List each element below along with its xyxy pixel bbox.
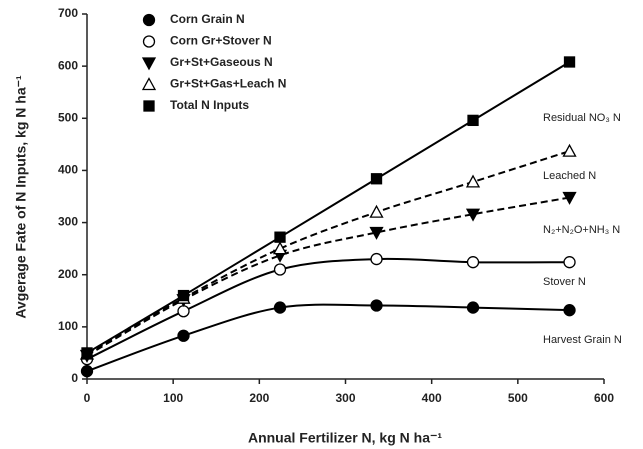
x-tick-label: 100	[163, 391, 183, 405]
data-point	[274, 231, 286, 243]
data-point	[562, 191, 577, 205]
y-tick-label: 400	[58, 163, 78, 177]
x-tick-label: 200	[249, 391, 269, 405]
data-point	[369, 204, 384, 218]
y-axis-label: Avgerage Fate of N Inputs, kg N ha⁻¹	[13, 75, 29, 319]
data-point	[467, 114, 479, 127]
y-tick-label: 500	[58, 110, 78, 124]
annotation: Stover N	[543, 276, 586, 288]
x-tick-label: 400	[422, 391, 442, 405]
data-point	[177, 289, 190, 302]
data-point	[563, 304, 576, 317]
x-tick-label: 500	[508, 391, 528, 405]
series-line	[86, 257, 570, 361]
annotation: Leached N	[543, 170, 596, 182]
data-point	[177, 329, 190, 342]
data-point	[273, 301, 287, 314]
x-tick-label: 0	[84, 391, 91, 405]
data-point	[563, 56, 576, 68]
data-point	[81, 347, 93, 359]
legend-marker	[142, 35, 156, 48]
data-point	[465, 174, 481, 188]
data-point	[177, 305, 190, 318]
data-point	[272, 241, 288, 255]
y-tick-label: 0	[71, 371, 78, 385]
y-tick-label: 200	[58, 267, 78, 281]
data-point	[466, 256, 480, 269]
y-tick-label: 700	[58, 6, 78, 20]
annotation: Harvest Grain N	[543, 334, 622, 346]
annotation: N₂+N₂O+NH₃ N	[543, 224, 620, 236]
y-tick-label: 100	[58, 319, 78, 333]
series-line	[86, 150, 570, 355]
data-point	[273, 263, 287, 276]
series-line	[86, 196, 570, 357]
y-tick-label: 300	[58, 215, 78, 229]
x-tick-label: 300	[335, 391, 355, 405]
data-point	[466, 301, 480, 314]
data-point	[80, 365, 94, 378]
x-tick-label: 600	[594, 391, 614, 405]
legend-marker	[141, 57, 157, 71]
y-tick-label: 600	[58, 58, 78, 72]
data-point	[369, 226, 384, 240]
data-point	[563, 256, 576, 269]
legend-marker	[143, 100, 155, 112]
data-point	[465, 208, 481, 222]
x-axis-label: Annual Fertilizer N, kg N ha⁻¹	[248, 430, 442, 446]
data-point	[370, 299, 383, 312]
data-point	[370, 173, 383, 185]
series-line	[86, 303, 570, 373]
series-line	[86, 61, 571, 354]
data-point	[370, 252, 383, 266]
legend-marker	[142, 13, 156, 27]
legend-label: Corn Gr+Stover N	[170, 34, 272, 48]
annotation: Residual NO₃ N	[543, 112, 621, 124]
legend-marker	[141, 77, 157, 91]
legend-label: Total N Inputs	[170, 98, 249, 112]
legend-label: Gr+St+Gas+Leach N	[170, 77, 286, 91]
legend-label: Gr+St+Gaseous N	[170, 55, 273, 69]
data-point	[562, 143, 577, 157]
legend-label: Corn Grain N	[170, 12, 245, 26]
